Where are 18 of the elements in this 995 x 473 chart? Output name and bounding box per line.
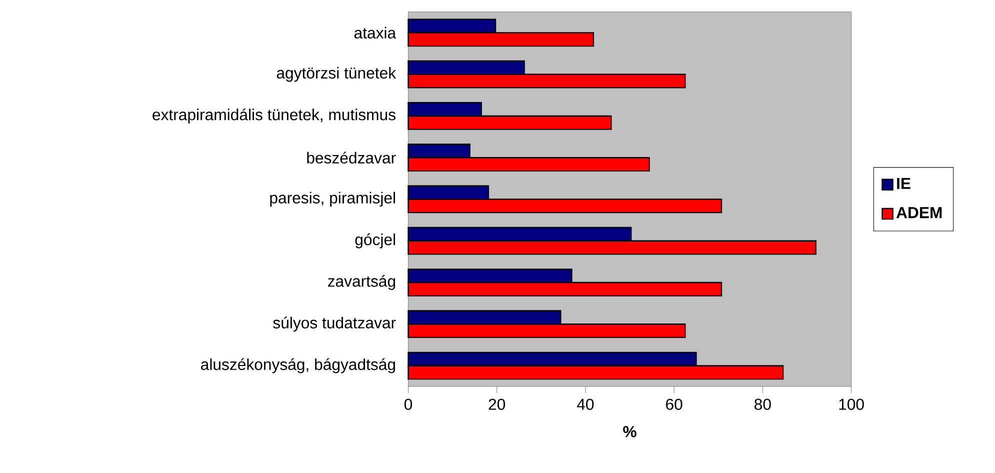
x-tick-label: 100 <box>839 398 864 410</box>
x-tick-label: 0 <box>404 398 412 410</box>
y-tick-label: paresis, piramisjel <box>270 192 395 207</box>
y-tick-label: extrapiramidális tünetek, mutismus <box>152 108 396 124</box>
x-tick-label: 20 <box>488 398 506 410</box>
legend-label: IE <box>897 178 910 190</box>
x-tick-label: 60 <box>666 398 682 410</box>
y-tick-label: súlyos tudatzavar <box>273 316 396 332</box>
x-tick-label: 80 <box>754 398 771 410</box>
legend-label: ADEM <box>896 207 942 218</box>
y-tick-label: gócjel <box>355 233 396 248</box>
y-tick-label: ataxia <box>354 27 396 39</box>
y-tick-label: agytörzsi tünetek <box>276 67 396 82</box>
y-tick-label: beszédzavar <box>307 152 396 164</box>
y-tick-label: zavartság <box>328 275 396 290</box>
x-tick-label: 40 <box>577 398 594 410</box>
x-axis-title: % <box>623 426 636 438</box>
y-tick-label: aluszékonyság, bágyadtság <box>201 358 396 374</box>
